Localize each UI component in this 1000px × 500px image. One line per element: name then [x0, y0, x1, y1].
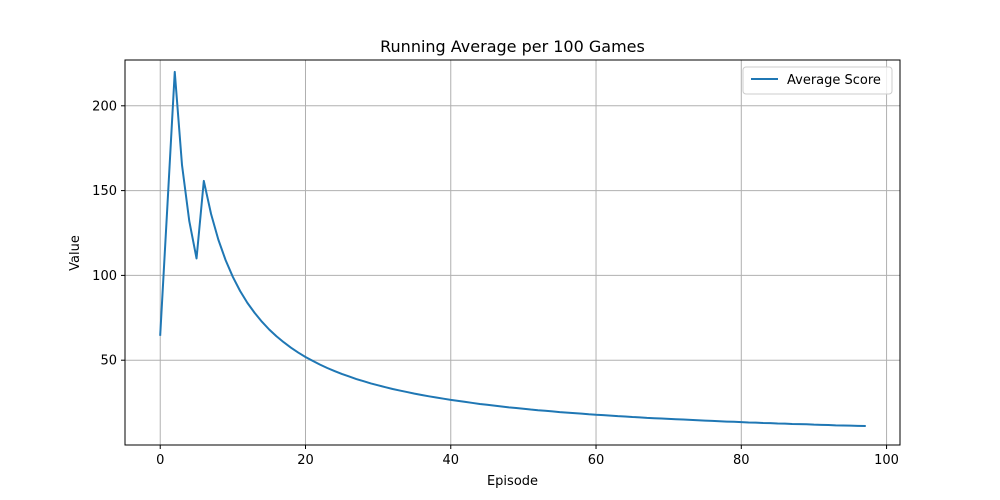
ticks: 0 20 40 60 80 100 50 100 150 200: [92, 99, 899, 468]
y-tick-label: 100: [92, 269, 117, 284]
series-line-average-score: [159, 70, 866, 428]
legend-box: [742, 66, 893, 95]
y-tick-label: 200: [92, 99, 117, 114]
x-axis-label: Episode: [487, 474, 538, 489]
x-tick-label: 80: [733, 453, 750, 468]
x-tick-label: 20: [297, 453, 314, 468]
y-tick-label: 150: [92, 184, 117, 199]
y-tick-label: 50: [100, 354, 117, 369]
chart-title: Running Average per 100 Games: [380, 37, 645, 56]
x-tick-label: 0: [156, 453, 164, 468]
x-tick-label: 100: [874, 453, 899, 468]
y-axis-label: Value: [68, 235, 83, 271]
legend-label-average-score: Average Score: [787, 73, 881, 88]
series-layer: [159, 70, 866, 428]
plot-frame: [124, 59, 901, 446]
x-tick-label: 40: [442, 453, 459, 468]
grid: [125, 60, 900, 445]
x-tick-label: 60: [588, 453, 605, 468]
legend: Average Score: [742, 66, 893, 95]
